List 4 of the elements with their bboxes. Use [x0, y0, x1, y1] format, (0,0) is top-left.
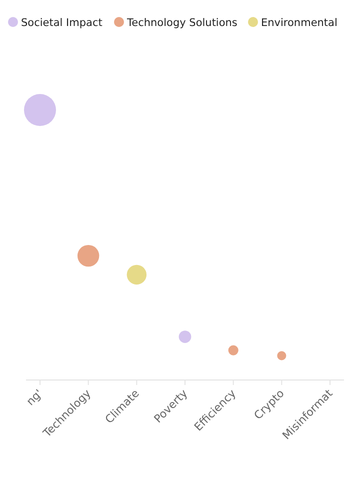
- x-tick-label: ng': [24, 386, 46, 408]
- legend-label: Technology Solutions: [126, 17, 238, 29]
- legend-label: Societal Impact: [21, 17, 102, 29]
- legend-label: Environmental: [261, 17, 338, 29]
